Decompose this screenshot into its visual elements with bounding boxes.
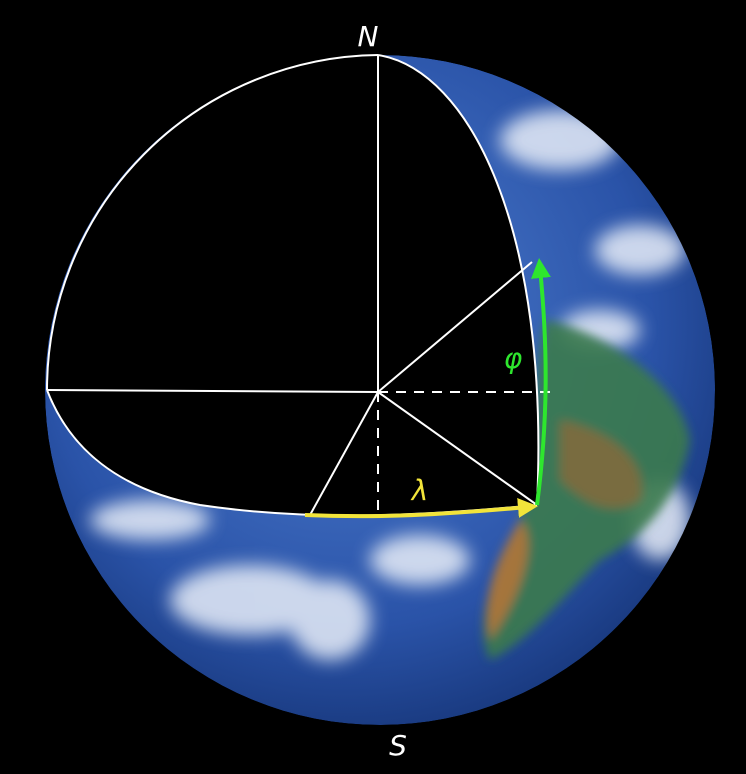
longitude-arc xyxy=(304,497,538,519)
south-label: S xyxy=(389,729,407,762)
longitude-label: λ xyxy=(410,474,429,507)
outline xyxy=(46,54,550,517)
latitude-arc xyxy=(531,258,551,506)
north-label: N xyxy=(358,20,379,53)
latitude-label: φ xyxy=(504,342,523,375)
cutaway xyxy=(47,55,539,516)
